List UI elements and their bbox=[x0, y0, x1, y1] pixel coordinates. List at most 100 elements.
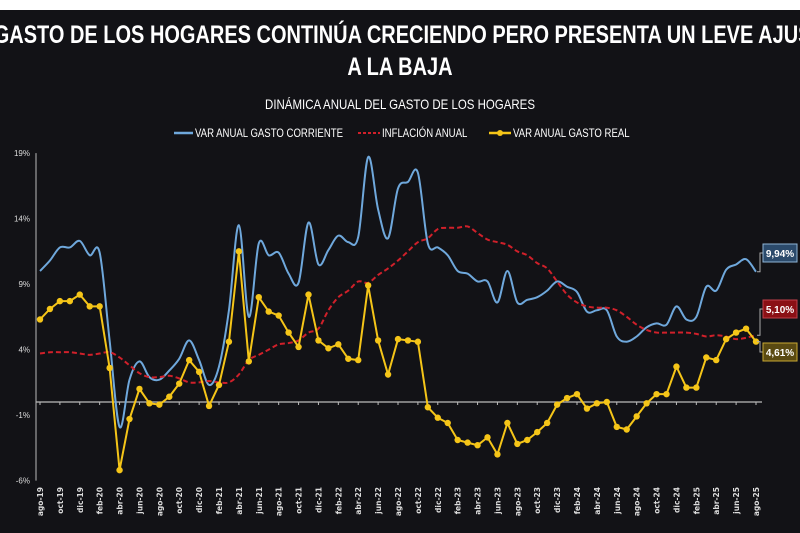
end-label-inflacion: 5,10% bbox=[766, 305, 794, 316]
y-tick-label: -6% bbox=[16, 477, 30, 486]
chart-background bbox=[0, 10, 800, 533]
data-point-gasto-real bbox=[713, 356, 720, 364]
end-label-real: 4,61% bbox=[766, 348, 794, 359]
end-label-corriente-leader bbox=[757, 252, 763, 273]
y-tick-label: 9% bbox=[18, 280, 30, 289]
data-point-gasto-real bbox=[265, 308, 272, 315]
x-tick-label: feb-22 bbox=[334, 487, 343, 514]
end-label-corriente-box bbox=[762, 243, 798, 263]
data-point-gasto-real bbox=[185, 356, 193, 364]
x-tick-label: jun-22 bbox=[374, 487, 383, 515]
data-point-gasto-real bbox=[394, 335, 402, 343]
x-tick-label: dic-19 bbox=[76, 487, 85, 513]
series-line-inflacion bbox=[39, 225, 757, 384]
data-point-gasto-real bbox=[613, 423, 620, 431]
data-point-gasto-real bbox=[603, 398, 611, 406]
x-tick-label: jun-20 bbox=[135, 487, 144, 515]
data-point-gasto-real bbox=[364, 282, 372, 289]
x-tick-label: feb-23 bbox=[454, 487, 463, 514]
data-point-gasto-real bbox=[66, 297, 74, 305]
data-point-gasto-real bbox=[46, 305, 54, 313]
end-label-corriente: 9,94% bbox=[766, 249, 794, 260]
data-point-gasto-real bbox=[543, 419, 551, 427]
x-tick-label: oct-20 bbox=[175, 487, 184, 514]
x-tick-label: feb-24 bbox=[573, 487, 582, 514]
x-tick-label: abr-23 bbox=[474, 487, 483, 515]
end-label-real-box bbox=[762, 342, 798, 362]
data-point-gasto-real bbox=[136, 385, 143, 393]
legend-label-corriente: VAR ANUAL GASTO CORRIENTE bbox=[195, 127, 343, 140]
end-label-inflacion-box bbox=[762, 299, 798, 319]
y-tick-label: 14% bbox=[14, 215, 30, 224]
legend-item-real: VAR ANUAL GASTO REAL bbox=[489, 127, 630, 140]
x-tick-label: dic-20 bbox=[195, 487, 204, 513]
end-label-inflacion-leader bbox=[757, 308, 763, 336]
data-point-gasto-real bbox=[56, 297, 64, 305]
data-point-gasto-real bbox=[285, 329, 292, 336]
data-point-gasto-real bbox=[703, 354, 710, 361]
y-tick-label: 19% bbox=[14, 149, 30, 158]
data-point-gasto-real bbox=[563, 394, 571, 402]
data-point-gasto-real bbox=[126, 415, 133, 423]
data-point-gasto-real bbox=[195, 368, 203, 376]
data-point-gasto-real bbox=[345, 355, 352, 362]
data-point-gasto-real bbox=[166, 393, 173, 400]
data-point-gasto-real bbox=[484, 434, 491, 441]
x-tick-label: abr-22 bbox=[354, 487, 363, 515]
x-tick-label: jun-25 bbox=[732, 487, 741, 515]
legend-label-inflacion: INFLACIÓN ANUAL bbox=[382, 126, 467, 140]
data-point-gasto-real bbox=[355, 356, 362, 364]
x-tick-label: abr-24 bbox=[593, 487, 602, 515]
data-point-gasto-real bbox=[295, 343, 302, 351]
data-point-gasto-real bbox=[414, 338, 422, 345]
legend: VAR ANUAL GASTO CORRIENTE INFLACIÓN ANUA… bbox=[174, 126, 630, 140]
data-point-gasto-real bbox=[573, 390, 581, 398]
x-tick-label: dic-23 bbox=[553, 487, 562, 513]
data-point-gasto-real bbox=[384, 371, 392, 378]
data-point-gasto-real bbox=[444, 419, 451, 427]
data-point-gasto-real bbox=[524, 436, 531, 444]
data-point-gasto-real bbox=[633, 413, 640, 420]
data-point-gasto-real bbox=[245, 358, 253, 365]
data-point-gasto-real bbox=[215, 381, 223, 389]
x-tick-label: abr-25 bbox=[712, 487, 721, 515]
x-tick-label: feb-21 bbox=[215, 487, 224, 514]
x-tick-label: jun-24 bbox=[613, 487, 622, 515]
data-point-gasto-real bbox=[176, 380, 183, 387]
data-point-gasto-real bbox=[732, 329, 740, 336]
data-point-gasto-real bbox=[86, 303, 93, 310]
x-tick-label: oct-24 bbox=[653, 487, 662, 514]
main-title-line2: A LA BAJA bbox=[347, 53, 452, 81]
data-point-gasto-real bbox=[742, 325, 750, 332]
data-point-gasto-real bbox=[325, 345, 332, 352]
data-point-gasto-real bbox=[474, 442, 481, 449]
data-point-gasto-real bbox=[553, 401, 561, 408]
x-tick-label: ago-21 bbox=[275, 487, 284, 516]
data-point-gasto-real bbox=[404, 337, 412, 344]
x-tick-label: ago-19 bbox=[36, 487, 45, 516]
data-point-gasto-real bbox=[76, 291, 83, 298]
data-point-gasto-real bbox=[225, 338, 233, 345]
data-point-gasto-real bbox=[315, 337, 322, 344]
x-tick-label: abr-20 bbox=[116, 487, 125, 515]
data-point-gasto-real bbox=[494, 451, 501, 458]
data-point-gasto-real bbox=[454, 436, 461, 444]
data-point-gasto-real bbox=[424, 404, 432, 411]
chart-title: DINÁMICA ANUAL DEL GASTO DE LOS HOGARES bbox=[265, 96, 535, 112]
data-point-gasto-real bbox=[514, 440, 521, 448]
x-tick-label: feb-20 bbox=[96, 487, 105, 514]
data-point-gasto-real bbox=[583, 405, 591, 412]
data-point-gasto-real bbox=[255, 294, 262, 301]
data-point-gasto-real bbox=[156, 401, 163, 408]
x-tick-label: jun-21 bbox=[255, 487, 264, 515]
x-tick-label: ago-20 bbox=[155, 487, 164, 516]
x-tick-label: abr-21 bbox=[235, 487, 244, 515]
data-point-gasto-real bbox=[374, 337, 382, 344]
data-point-gasto-real bbox=[722, 335, 730, 343]
legend-item-inflacion: INFLACIÓN ANUAL bbox=[358, 126, 467, 140]
x-tick-label: oct-21 bbox=[295, 487, 304, 514]
data-point-gasto-real bbox=[96, 303, 103, 310]
data-point-gasto-real bbox=[683, 384, 690, 391]
y-tick-label: 4% bbox=[18, 346, 30, 355]
